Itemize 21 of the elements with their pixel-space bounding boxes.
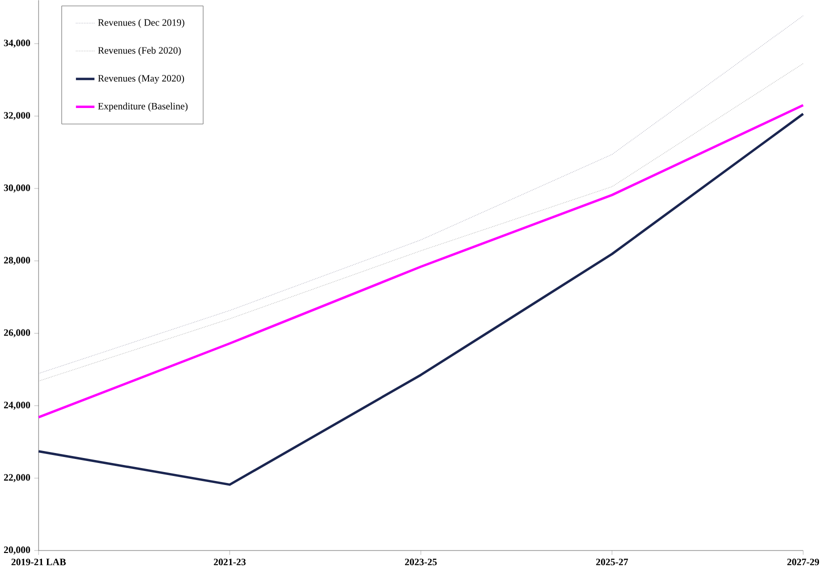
legend-label: Revenues (May 2020) bbox=[98, 74, 184, 84]
x-tick-label: 2021-23 bbox=[214, 558, 246, 566]
y-tick-label: 26,000 bbox=[4, 329, 30, 338]
y-tick-label: 32,000 bbox=[4, 112, 30, 120]
x-tick-label: 2025-27 bbox=[596, 558, 628, 566]
line-series bbox=[38, 16, 804, 374]
x-tick-label: 2019-21 LAB bbox=[12, 558, 66, 566]
legend-label: Revenues (Feb 2020) bbox=[98, 46, 181, 56]
line-series bbox=[38, 63, 804, 382]
y-tick-label: 30,000 bbox=[4, 184, 30, 193]
y-tick-label: 34,000 bbox=[4, 40, 30, 48]
x-tick-label: 2027-29 bbox=[787, 558, 820, 566]
line-series bbox=[37, 104, 804, 419]
y-tick-label: 22,000 bbox=[4, 474, 30, 482]
legend-label: Expenditure (Baseline) bbox=[98, 102, 188, 112]
y-tick-label: 24,000 bbox=[4, 402, 30, 410]
y-tick-label: 28,000 bbox=[4, 256, 30, 265]
y-tick-label: 20,000 bbox=[4, 546, 30, 555]
legend-label: Revenues ( Dec 2019) bbox=[98, 19, 184, 28]
line-series bbox=[37, 112, 804, 486]
x-tick-label: 2023-25 bbox=[405, 558, 437, 566]
